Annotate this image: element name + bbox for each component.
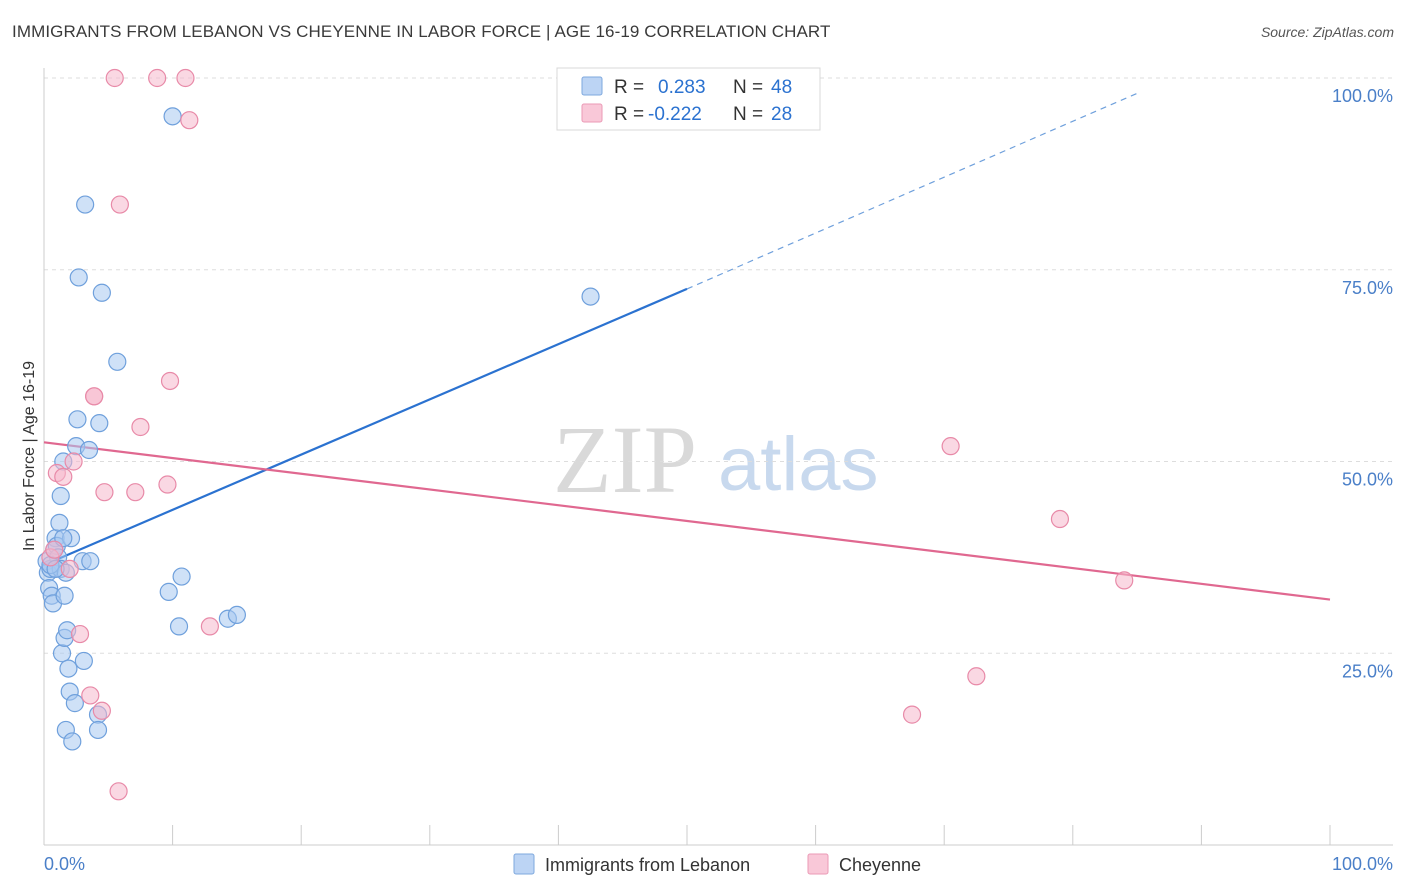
point-cheyenne (200, 617, 219, 636)
point-cheyenne (1050, 509, 1070, 529)
point-cheyenne (85, 387, 104, 406)
point-cheyenne (967, 667, 986, 686)
point-cheyenne (109, 782, 128, 801)
point-lebanon (88, 720, 108, 740)
point-lebanon (172, 567, 191, 586)
series-legend-swatch-cheyenne (807, 853, 829, 875)
point-lebanon (581, 287, 600, 306)
point-lebanon (52, 644, 72, 663)
point-cheyenne (54, 467, 73, 486)
point-cheyenne (941, 437, 960, 456)
stats-legend: R = 0.283 N = 48 R = -0.222 N = 28 (556, 67, 821, 131)
point-lebanon (159, 582, 178, 601)
point-cheyenne (92, 701, 111, 720)
watermark-atlas: atlas (718, 422, 879, 507)
stats-r-label-2: R = (614, 104, 644, 125)
point-lebanon (65, 694, 84, 713)
point-cheyenne (158, 475, 177, 494)
series-legend-label-lebanon: Immigrants from Lebanon (545, 855, 750, 875)
stats-n-value-1: 48 (771, 77, 792, 98)
stats-r-label-1: R = (614, 77, 644, 98)
point-lebanon (74, 651, 93, 671)
x-tick-label-min: 0.0% (44, 854, 85, 874)
series-legend-label-cheyenne: Cheyenne (839, 855, 921, 875)
point-lebanon (108, 352, 127, 371)
stats-n-value-2: 28 (771, 104, 792, 125)
point-cheyenne (180, 111, 199, 130)
point-lebanon (50, 513, 69, 532)
stats-n-label-1: N = (733, 77, 763, 98)
point-lebanon (81, 552, 100, 571)
point-lebanon (63, 732, 82, 751)
point-lebanon (76, 195, 95, 214)
point-cheyenne (105, 68, 124, 88)
point-cheyenne (110, 195, 129, 214)
point-lebanon (90, 414, 109, 433)
trend-lines (43, 92, 1331, 601)
series-legend: Immigrants from Lebanon Cheyenne (513, 853, 921, 875)
point-lebanon (92, 283, 111, 302)
axes (43, 68, 1393, 846)
point-lebanon (163, 107, 182, 126)
point-cheyenne (95, 483, 114, 502)
y-tick-label: 50.0% (1342, 470, 1393, 490)
point-cheyenne (131, 417, 150, 437)
source-credit: Source: ZipAtlas.com (1260, 24, 1394, 40)
point-cheyenne (70, 624, 90, 644)
point-cheyenne (1115, 571, 1134, 590)
point-cheyenne (160, 371, 180, 391)
point-cheyenne (81, 686, 100, 705)
point-lebanon (227, 605, 246, 625)
stats-n-label-2: N = (733, 104, 763, 125)
point-lebanon (59, 659, 78, 678)
stats-legend-swatch-cheyenne (581, 103, 603, 123)
y-tick-label: 75.0% (1342, 278, 1393, 298)
point-cheyenne (126, 483, 145, 502)
point-lebanon (68, 410, 87, 429)
point-lebanon (69, 268, 88, 287)
point-cheyenne (64, 452, 83, 471)
data-points (37, 68, 1134, 801)
stats-r-value-2: -0.222 (648, 104, 702, 125)
x-tick-label-max: 100.0% (1332, 854, 1393, 874)
trend-line-lebanon-extension (686, 92, 1138, 290)
trend-line-lebanon (43, 287, 688, 567)
point-cheyenne (902, 705, 922, 724)
y-tick-label: 25.0% (1342, 661, 1393, 681)
point-lebanon (55, 586, 74, 605)
point-lebanon (51, 486, 70, 506)
stats-legend-swatch-lebanon (581, 76, 603, 96)
y-tick-label: 100.0% (1332, 86, 1393, 106)
stats-r-value-1: 0.283 (658, 77, 706, 98)
trend-line-cheyenne (43, 441, 1331, 601)
point-cheyenne (60, 559, 79, 578)
y-axis-label: In Labor Force | Age 16-19 (21, 361, 38, 551)
chart-title: IMMIGRANTS FROM LEBANON VS CHEYENNE IN L… (12, 22, 831, 41)
watermark-zip: ZIP (553, 406, 697, 513)
point-lebanon (79, 440, 99, 460)
point-cheyenne (45, 540, 64, 559)
series-legend-swatch-lebanon (513, 853, 535, 875)
gridlines: 25.0% 50.0% 75.0% 100.0% (44, 77, 1393, 681)
point-cheyenne (148, 68, 167, 88)
point-cheyenne (176, 68, 195, 88)
point-lebanon (169, 617, 189, 636)
